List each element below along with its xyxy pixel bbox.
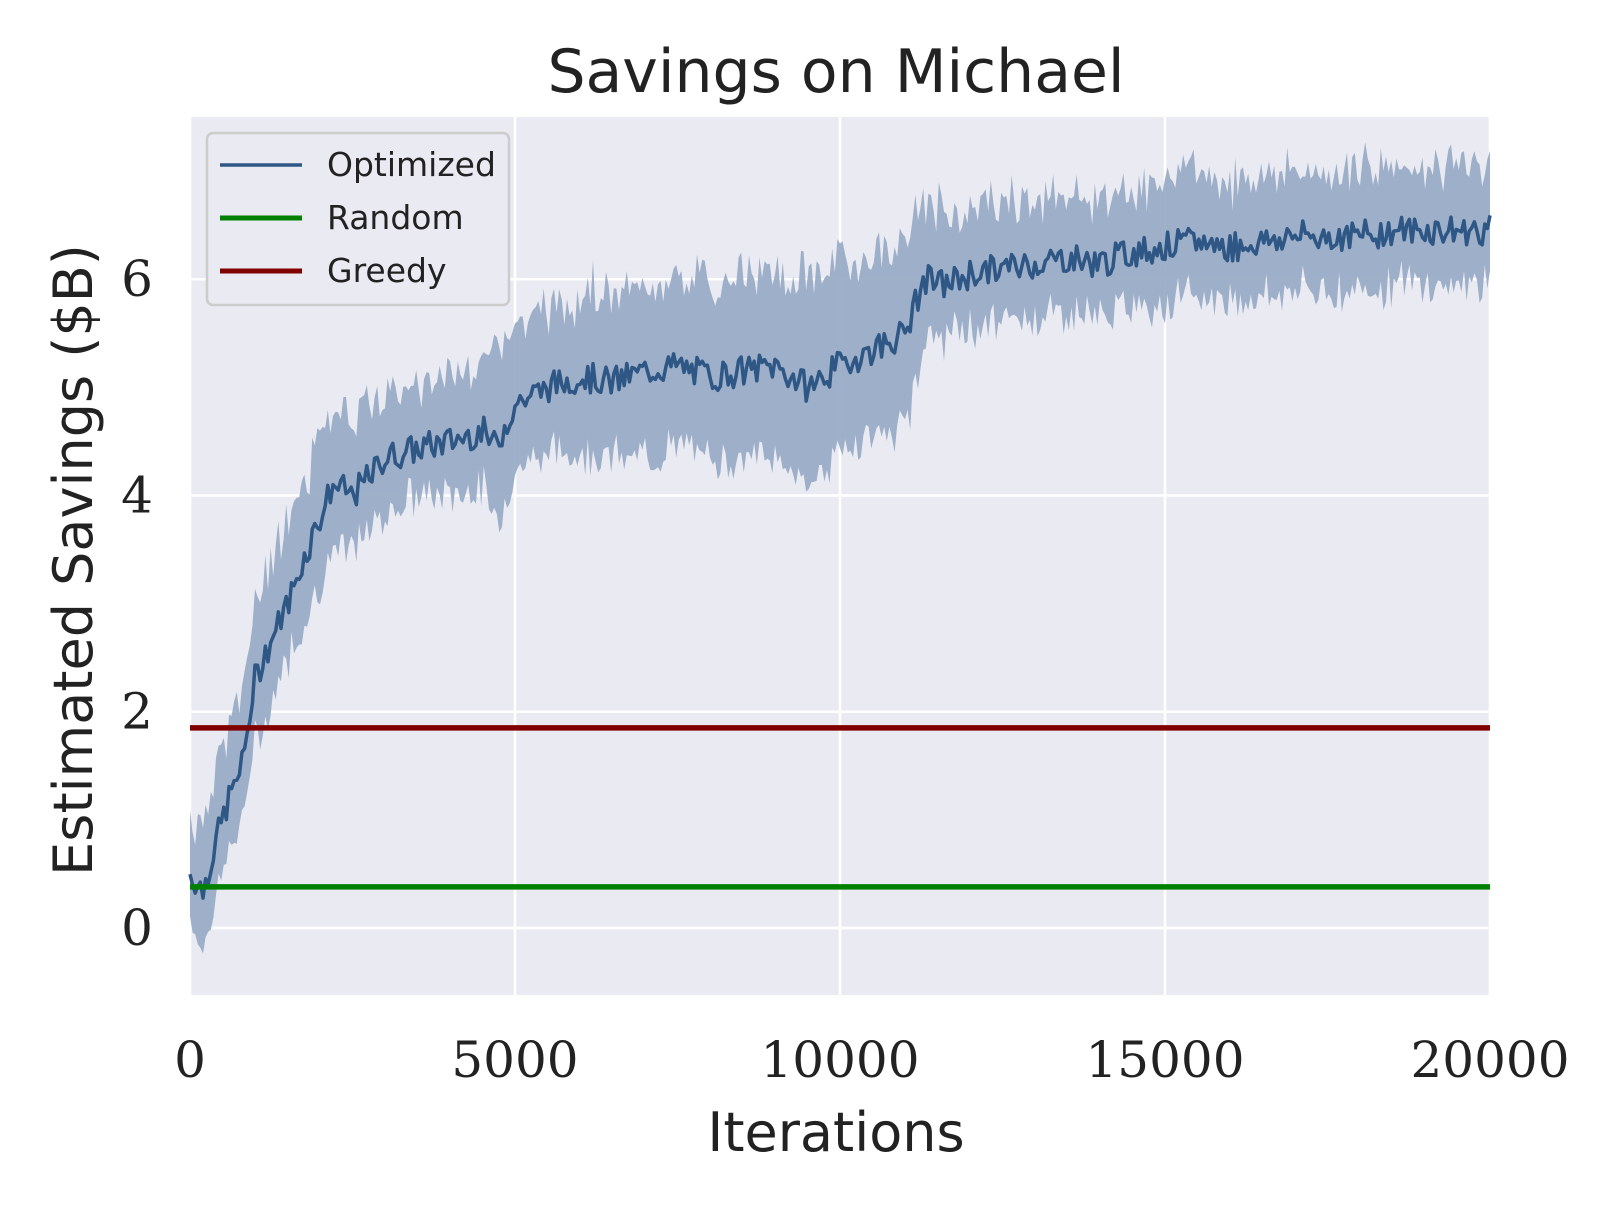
optimized-line bbox=[188, 215, 1492, 900]
y-tick-label: 0 bbox=[121, 899, 153, 957]
legend-label-greedy: Greedy bbox=[327, 251, 447, 290]
legend: Optimized Random Greedy bbox=[205, 131, 511, 307]
x-tick-label: 20000 bbox=[1410, 1031, 1569, 1089]
legend-label-random: Random bbox=[327, 198, 464, 237]
y-tick-label: 2 bbox=[121, 683, 153, 741]
x-tick-label: 15000 bbox=[1085, 1031, 1244, 1089]
legend-box bbox=[205, 131, 511, 307]
x-axis-label: Iterations bbox=[707, 1101, 964, 1164]
legend-label-optimized: Optimized bbox=[327, 145, 496, 184]
x-tick-label: 0 bbox=[174, 1031, 206, 1089]
x-tick-label: 5000 bbox=[451, 1031, 578, 1089]
tick-labels: 0 5000 10000 15000 20000 0 2 4 6 bbox=[121, 250, 1569, 1089]
chart-title: Savings on Michael bbox=[547, 37, 1124, 107]
y-tick-label: 6 bbox=[121, 250, 153, 308]
x-tick-label: 10000 bbox=[760, 1031, 919, 1089]
y-tick-label: 4 bbox=[121, 466, 153, 524]
y-axis-label: Estimated Savings ($B) bbox=[42, 244, 105, 876]
data-layer bbox=[188, 142, 1492, 954]
optimized-confidence-band bbox=[190, 142, 1490, 954]
